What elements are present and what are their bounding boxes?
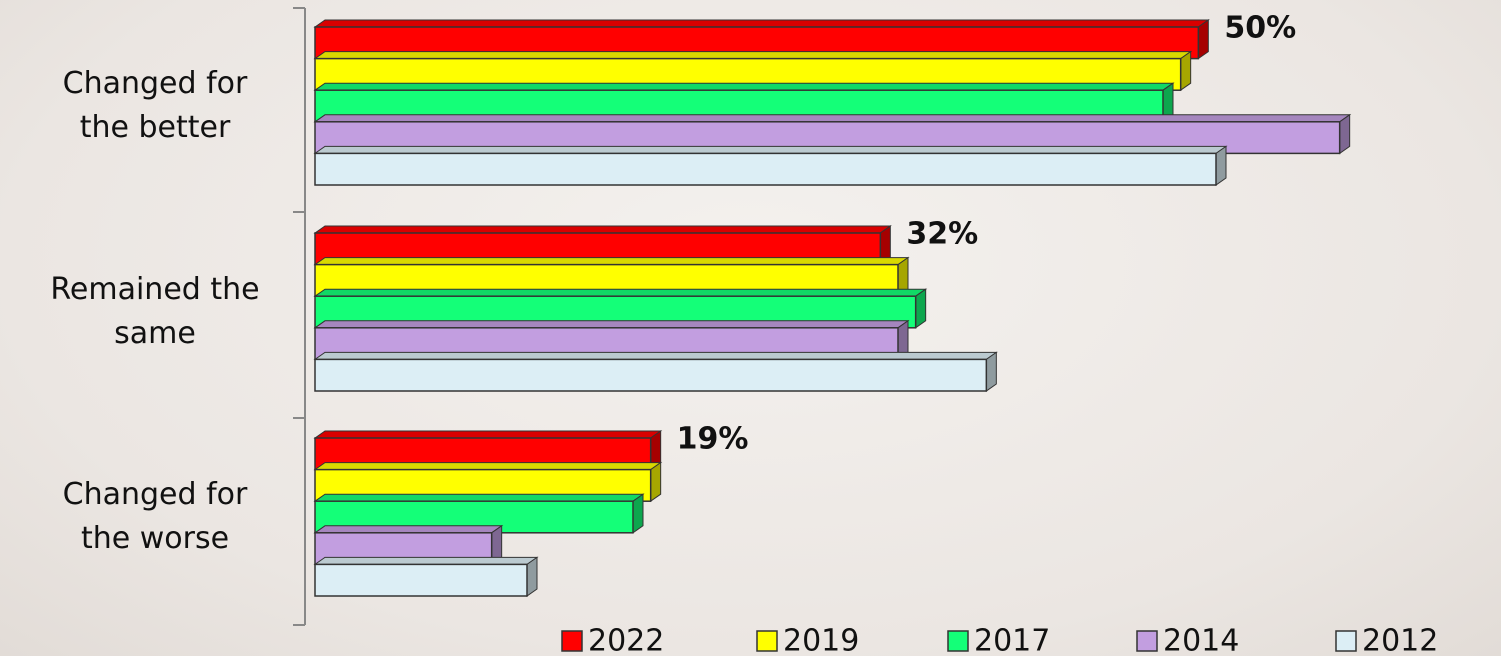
bar-depth-top: [313, 462, 663, 471]
bar-depth-top: [313, 51, 1193, 60]
value-label: 32%: [906, 217, 978, 252]
bar-depth-top: [313, 493, 645, 502]
bar-depth-side: [915, 288, 927, 329]
legend-label: 2022: [588, 624, 664, 656]
legend-swatch: [947, 630, 969, 652]
category-label: Changed for the worse: [62, 477, 248, 556]
value-label: 19%: [677, 422, 749, 457]
bar-depth-side: [985, 351, 997, 392]
bar: [314, 563, 528, 597]
bar-depth-top: [313, 320, 910, 329]
legend-swatch: [561, 630, 583, 652]
bar-depth-side: [1215, 145, 1227, 186]
bar-depth-top: [313, 225, 892, 234]
bar-depth-top: [313, 145, 1228, 154]
bar-depth-top: [313, 430, 663, 439]
legend-swatch: [756, 630, 778, 652]
bar-depth-side: [1180, 50, 1192, 92]
category-label: Remained the same: [50, 272, 260, 351]
legend-label: 2019: [783, 624, 859, 656]
bar-depth-top: [313, 82, 1175, 91]
bar-depth-top: [313, 351, 998, 360]
legend-label: 2017: [974, 624, 1050, 656]
bar-depth-side: [650, 461, 662, 503]
legend-label: 2012: [1362, 624, 1438, 656]
bar-depth-top: [313, 288, 928, 297]
bar-depth-top: [313, 525, 504, 534]
legend-label: 2014: [1163, 624, 1239, 656]
bar-depth-top: [313, 257, 910, 266]
bar-depth-side: [1197, 19, 1209, 60]
bar-depth-top: [313, 114, 1352, 123]
legend-swatch: [1136, 630, 1158, 652]
bar: [314, 152, 1217, 186]
bar: [314, 358, 988, 392]
legend-swatch: [1335, 630, 1357, 652]
category-label: Changed for the better: [62, 66, 248, 145]
bar-depth-side: [1339, 113, 1351, 155]
value-label: 50%: [1224, 11, 1296, 46]
bar-depth-side: [632, 493, 644, 534]
bar-depth-top: [313, 556, 539, 565]
bar-depth-top: [313, 19, 1210, 28]
bar-depth-side: [526, 556, 538, 597]
